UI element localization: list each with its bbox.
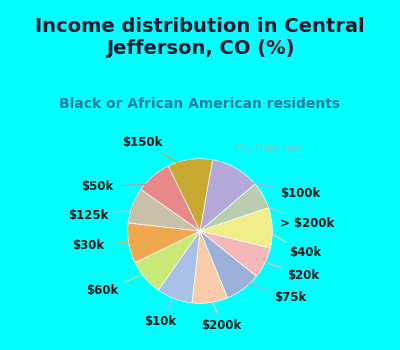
Text: $50k: $50k xyxy=(81,180,157,193)
Text: $10k: $10k xyxy=(144,291,177,328)
Text: > $200k: > $200k xyxy=(256,202,334,230)
Text: Income distribution in Central
Jefferson, CO (%): Income distribution in Central Jefferson… xyxy=(35,17,365,58)
Wedge shape xyxy=(200,231,270,276)
Text: $60k: $60k xyxy=(86,272,150,297)
Text: $200k: $200k xyxy=(202,294,242,331)
Text: $30k: $30k xyxy=(72,239,137,252)
Wedge shape xyxy=(141,166,200,231)
Wedge shape xyxy=(168,159,212,231)
Text: $40k: $40k xyxy=(264,230,321,259)
Wedge shape xyxy=(192,231,228,303)
Wedge shape xyxy=(128,223,200,263)
Wedge shape xyxy=(135,231,200,290)
Text: Black or African American residents: Black or African American residents xyxy=(60,97,340,111)
Text: $150k: $150k xyxy=(122,136,189,169)
Wedge shape xyxy=(128,189,200,231)
Text: $20k: $20k xyxy=(258,259,319,282)
Wedge shape xyxy=(200,184,268,231)
Wedge shape xyxy=(158,231,200,303)
Wedge shape xyxy=(200,231,256,298)
Wedge shape xyxy=(200,208,272,248)
Text: $75k: $75k xyxy=(240,281,306,304)
Text: City-Data.com: City-Data.com xyxy=(234,144,304,154)
Text: $100k: $100k xyxy=(233,178,320,200)
Wedge shape xyxy=(200,160,255,231)
Text: $125k: $125k xyxy=(68,209,140,222)
